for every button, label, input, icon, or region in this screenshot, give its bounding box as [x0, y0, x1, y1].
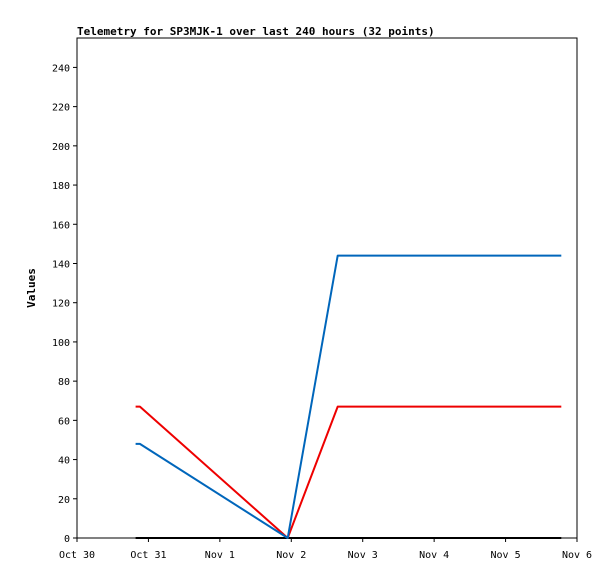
y-tick-label: 0 [64, 534, 70, 545]
y-axis-label: Values [25, 268, 38, 308]
y-tick-label: 120 [52, 299, 70, 310]
x-tick-label: Nov 5 [491, 550, 521, 561]
y-tick-label: 220 [52, 103, 70, 114]
y-tick-label: 160 [52, 220, 70, 231]
chart-title: Telemetry for SP3MJK-1 over last 240 hou… [77, 25, 435, 38]
x-tick-label: Nov 4 [419, 550, 449, 561]
y-tick-label: 200 [52, 142, 70, 153]
x-tick-label: Oct 30 [59, 550, 95, 561]
y-axis: 0 20 40 60 80 100 120 140 160 180 200 220 240 [52, 63, 77, 545]
series-line-3 [135, 254, 562, 539]
y-tick-label: 100 [52, 338, 70, 349]
series-group [135, 254, 562, 539]
series-line-2 [135, 405, 562, 539]
y-tick-label: 40 [58, 456, 70, 467]
y-tick-label: 20 [58, 495, 70, 506]
x-axis: Oct 30 Oct 31 Nov 1 Nov 2 Nov 3 Nov 4 Nov 5 Nov… [59, 538, 592, 561]
x-tick-label: Nov 3 [348, 550, 378, 561]
x-tick-label: Oct 31 [130, 550, 166, 561]
x-tick-label: Nov 6 [562, 550, 592, 561]
y-tick-label: 180 [52, 181, 70, 192]
y-tick-label: 80 [58, 377, 70, 388]
x-tick-label: Nov 1 [205, 550, 235, 561]
plot-area [76, 37, 578, 539]
y-tick-label: 240 [52, 63, 70, 74]
x-tick-label: Nov 2 [276, 550, 306, 561]
y-tick-label: 140 [52, 259, 70, 270]
y-tick-label: 60 [58, 416, 70, 427]
